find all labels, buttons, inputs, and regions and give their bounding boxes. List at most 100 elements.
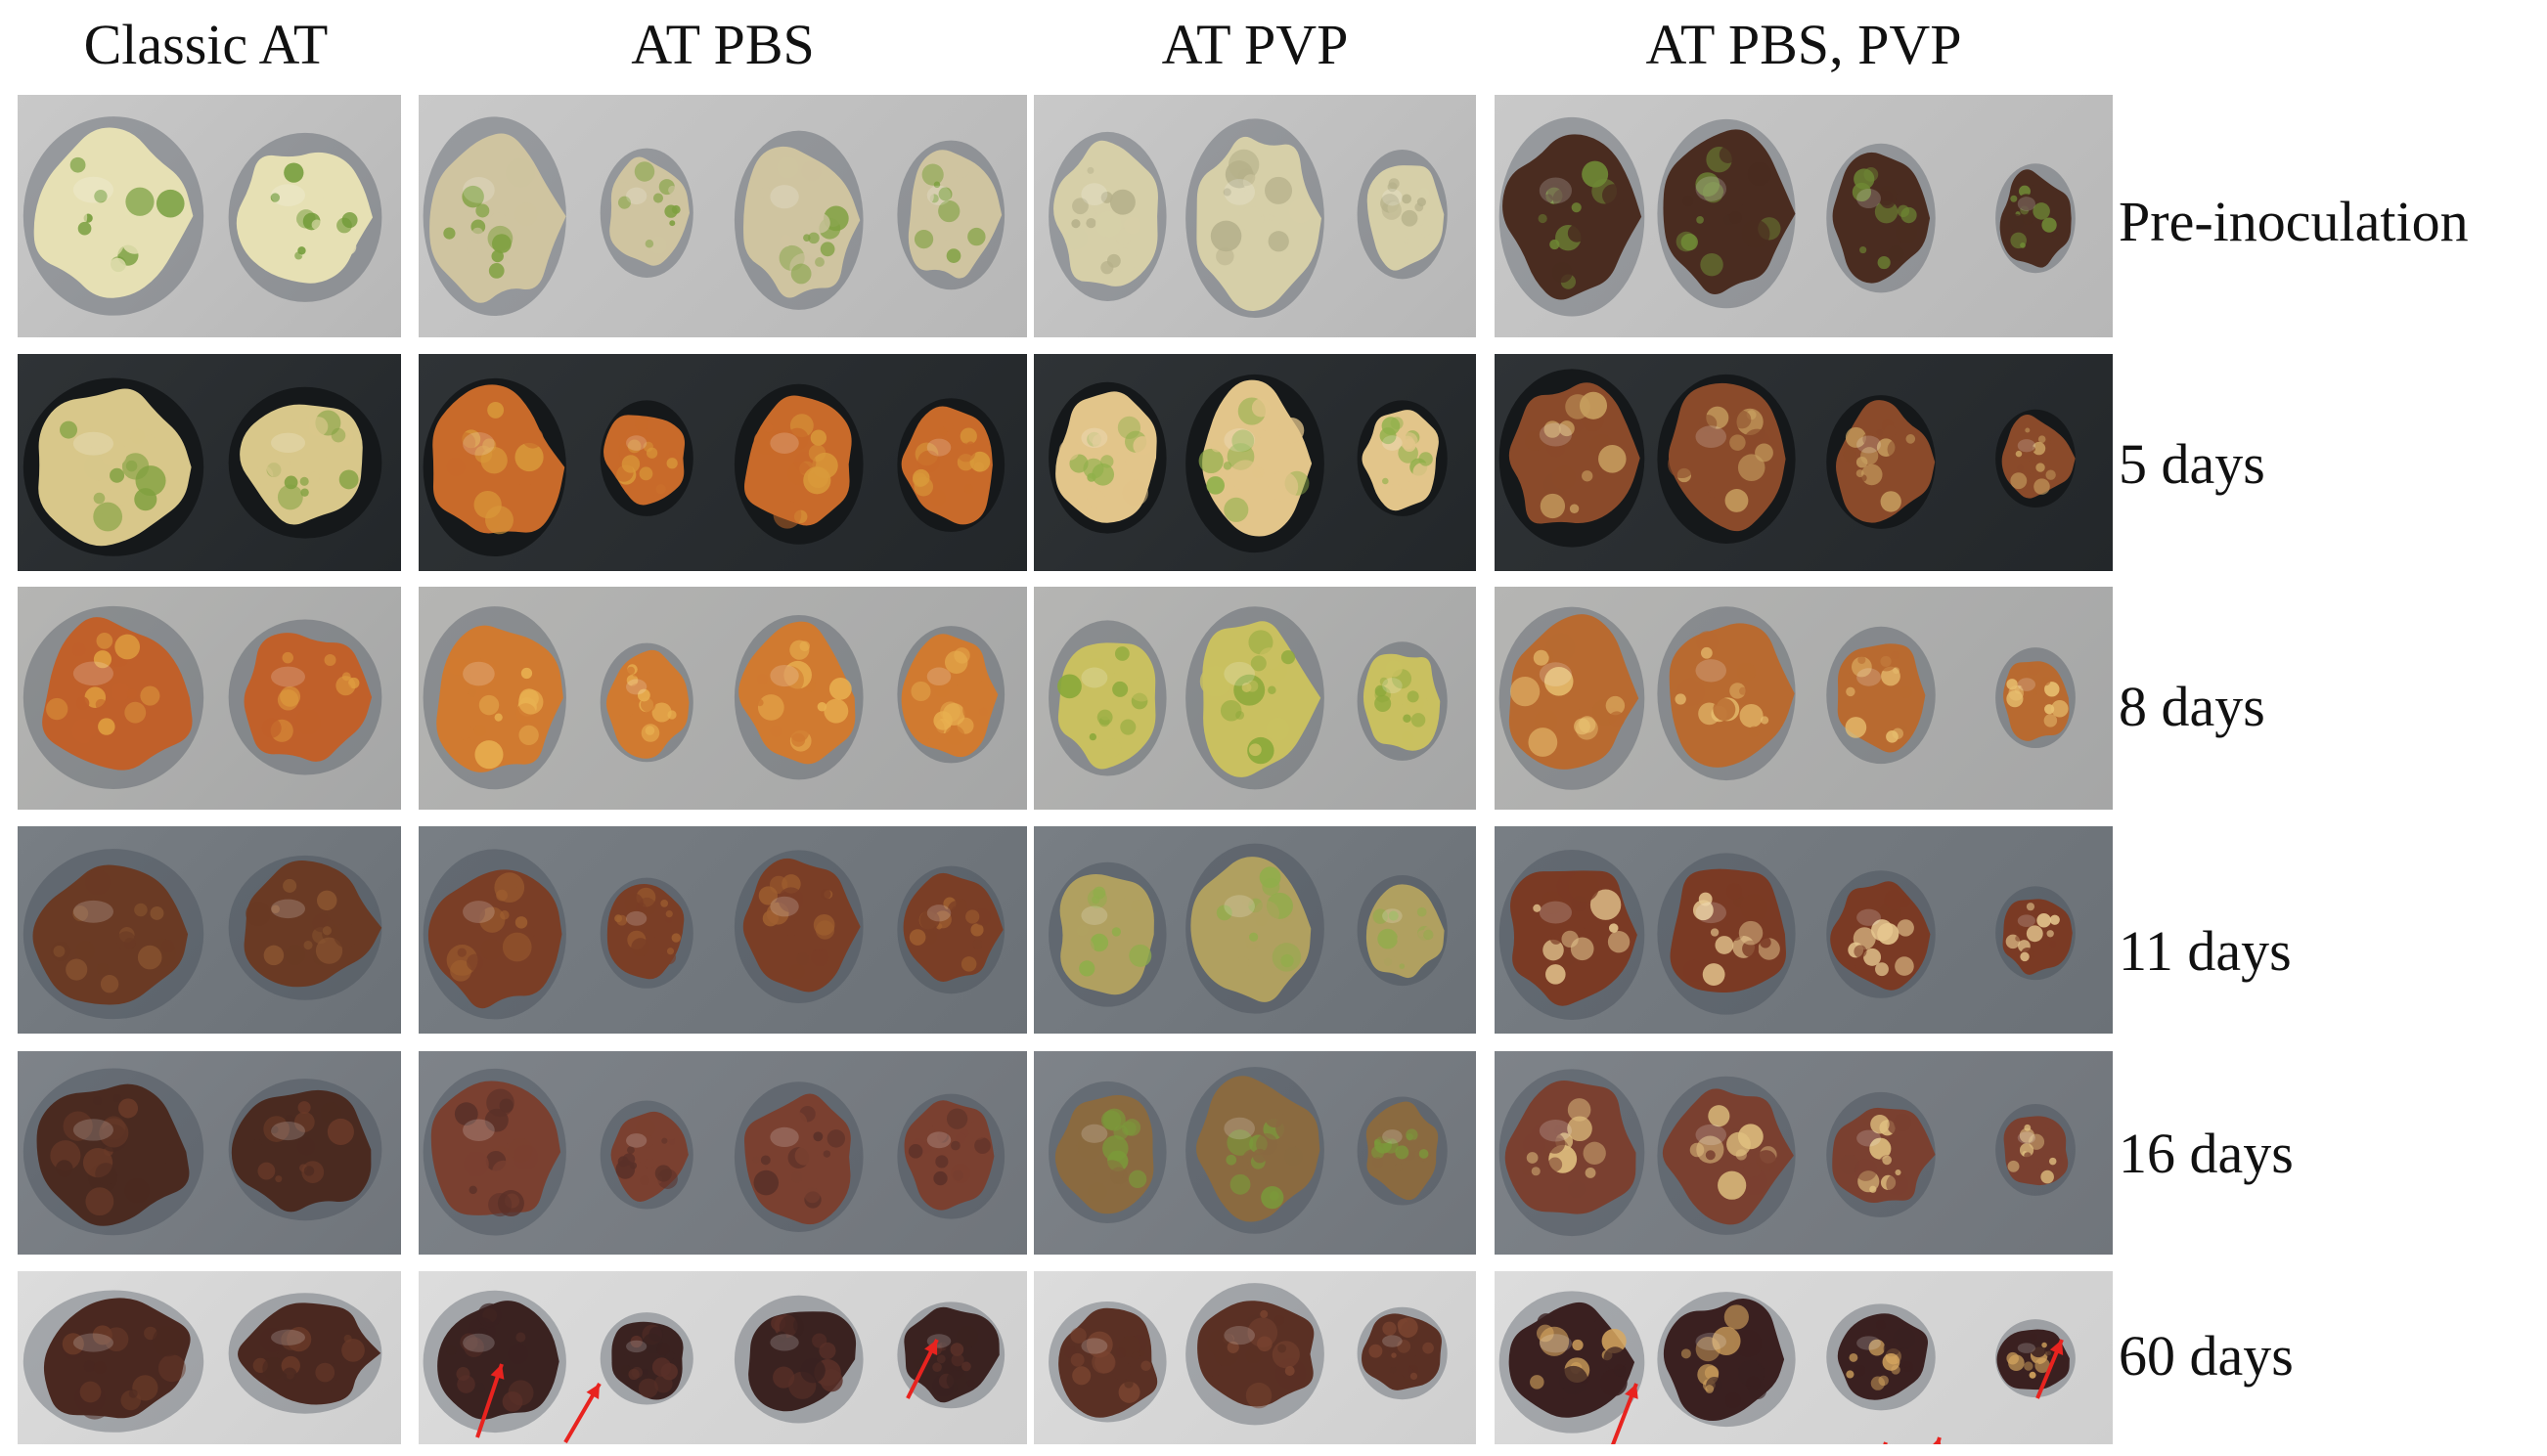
callus-nodule (77, 221, 92, 236)
callus-nodule (970, 923, 984, 937)
callus-nodule (1087, 490, 1105, 508)
callus-highlight (926, 667, 952, 686)
callus-nodule (1087, 888, 1107, 908)
callus-nodule (257, 1162, 276, 1180)
callus-nodule (1109, 1167, 1128, 1185)
callus-nodule (1605, 695, 1626, 716)
photo-panel-at-pbs-pvp-8-days (1495, 587, 2113, 810)
callus-nodule (1216, 246, 1234, 266)
callus-nodule (621, 455, 641, 473)
callus-nodule (611, 208, 630, 227)
callus-nodule (622, 1153, 636, 1166)
callus-nodule (1901, 1360, 1914, 1373)
callus-nodule (1847, 910, 1864, 929)
callus-nodule (917, 450, 941, 473)
callus-nodule (1416, 906, 1427, 917)
callus-nodule (1558, 1365, 1588, 1395)
callus-nodule (1526, 1152, 1539, 1164)
callus-highlight (926, 1131, 952, 1149)
callus-nodule (1846, 686, 1855, 697)
photo-panel-classic-at-pre-inoculation (18, 95, 401, 337)
callus-nodule (631, 1366, 644, 1379)
callus-nodule (134, 488, 157, 511)
callus-nodule (1870, 188, 1881, 199)
callus-nodule (1377, 928, 1399, 949)
callus-nodule (2041, 1342, 2047, 1348)
callus-nodule (934, 682, 951, 698)
callus-nodule (2032, 661, 2039, 669)
callus-nodule (1284, 1366, 1295, 1377)
callus-nodule (1561, 1386, 1576, 1401)
callus-nodule (1087, 472, 1096, 482)
column-header-at-pvp: AT PVP (1161, 13, 1349, 76)
callus-nodule (340, 239, 357, 255)
callus-nodule (1854, 945, 1867, 958)
callus-nodule (297, 1101, 311, 1115)
photo-panel-at-pvp-8-days (1034, 587, 1476, 810)
callus-highlight (1695, 1332, 1726, 1351)
callus-nodule (956, 442, 976, 463)
photo-panel-at-pbs-pvp-16-days (1495, 1051, 2113, 1255)
callus-nodule (112, 1093, 122, 1103)
red-arrowhead-icon (490, 1364, 505, 1380)
callus-body (903, 872, 1004, 982)
callus-nodule (1198, 448, 1224, 474)
callus-nodule (457, 948, 467, 957)
callus-nodule (1882, 1155, 1892, 1166)
callus-nodule (806, 949, 828, 972)
callus-nodule (152, 1325, 184, 1357)
callus-nodule (1538, 213, 1547, 224)
callus-nodule (114, 634, 141, 660)
callus-nodule (920, 928, 938, 945)
callus-nodule (66, 958, 88, 981)
callus-nodule (1235, 711, 1245, 720)
callus-nodule (1105, 883, 1126, 904)
callus-highlight (1081, 905, 1108, 925)
callus-highlight (2017, 197, 2035, 211)
photo-panel-at-pbs-pre-inoculation (419, 95, 1027, 337)
callus-nodule (620, 1364, 631, 1375)
callus-nodule (789, 640, 810, 660)
callus-nodule (2019, 1336, 2032, 1348)
callus-nodule (753, 1169, 780, 1196)
callus-nodule (2019, 194, 2031, 206)
callus-nodule (1092, 1349, 1115, 1374)
callus-nodule (784, 1111, 808, 1134)
callus-nodule (652, 193, 664, 203)
callus-nodule (1747, 161, 1771, 187)
callus-nodule (638, 897, 656, 916)
callus-nodule (1423, 1155, 1437, 1169)
callus-nodule (965, 909, 980, 924)
red-arrowhead-icon (1625, 1384, 1638, 1399)
callus-nodule (93, 1361, 107, 1375)
callus-nodule (1543, 194, 1553, 203)
callus-nodule (140, 685, 160, 706)
callus-nodule (1387, 182, 1398, 193)
callus-photo (1049, 374, 1448, 553)
callus-nodule (128, 1389, 138, 1398)
callus-nodule (1397, 1339, 1411, 1353)
callus-nodule (101, 440, 127, 467)
callus-nodule (331, 427, 346, 443)
callus-nodule (1845, 426, 1866, 448)
callus-nodule (929, 245, 944, 260)
callus-nodule (1131, 692, 1148, 710)
callus-nodule (1373, 1123, 1394, 1144)
callus-nodule (1568, 1180, 1586, 1199)
callus-nodule (1877, 185, 1898, 205)
callus-highlight (1081, 427, 1108, 449)
callus-photo (423, 377, 1005, 557)
callus-nodule (960, 427, 977, 445)
callus-nodule (477, 1328, 488, 1339)
callus-nodule (1210, 220, 1242, 252)
callus-nodule (617, 196, 632, 209)
callus-nodule (624, 910, 632, 917)
callus-nodule (1288, 199, 1314, 224)
photo-panel-classic-at-5-days (18, 354, 401, 571)
callus-nodule (1528, 728, 1558, 757)
callus-nodule (1692, 671, 1704, 683)
callus-nodule (262, 1357, 286, 1381)
callus-highlight (2017, 678, 2035, 691)
callus-nodule (324, 654, 336, 667)
red-arrowhead-icon (586, 1384, 600, 1399)
